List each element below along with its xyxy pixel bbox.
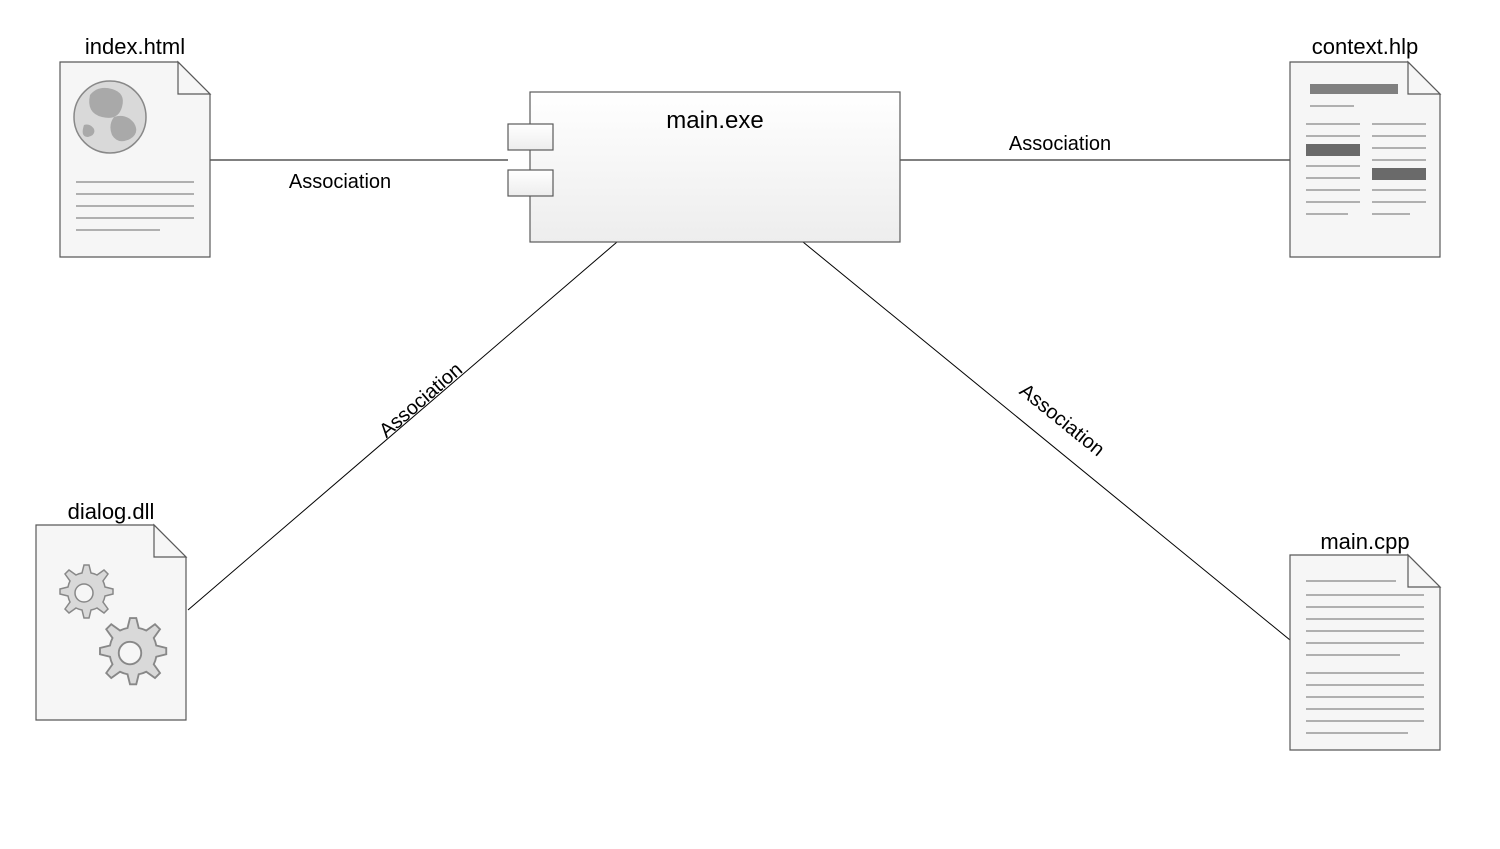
edge-label: Association [1009, 133, 1111, 155]
node-main-exe: main.exe [508, 92, 900, 242]
node-label: main.exe [666, 107, 763, 134]
edge-index-to-main: Association [210, 160, 508, 193]
node-label: main.cpp [1320, 529, 1409, 554]
globe-icon [74, 81, 146, 153]
node-context-hlp: context.hlp [1290, 34, 1440, 257]
node-label: dialog.dll [68, 499, 155, 524]
edge-label: Association [1015, 380, 1108, 461]
edge-label: Association [375, 359, 467, 443]
node-label: index.html [85, 34, 185, 59]
edge-main-to-context: Association [900, 133, 1290, 160]
edge-label: Association [289, 171, 391, 193]
edge-main-to-dialog: Association [188, 242, 617, 610]
node-dialog-dll: dialog.dll [36, 499, 186, 720]
edge-main-to-cpp: Association [803, 242, 1290, 640]
node-main-cpp: main.cpp [1290, 529, 1440, 750]
node-index-html: index.html [60, 34, 210, 257]
node-label: context.hlp [1312, 34, 1418, 59]
